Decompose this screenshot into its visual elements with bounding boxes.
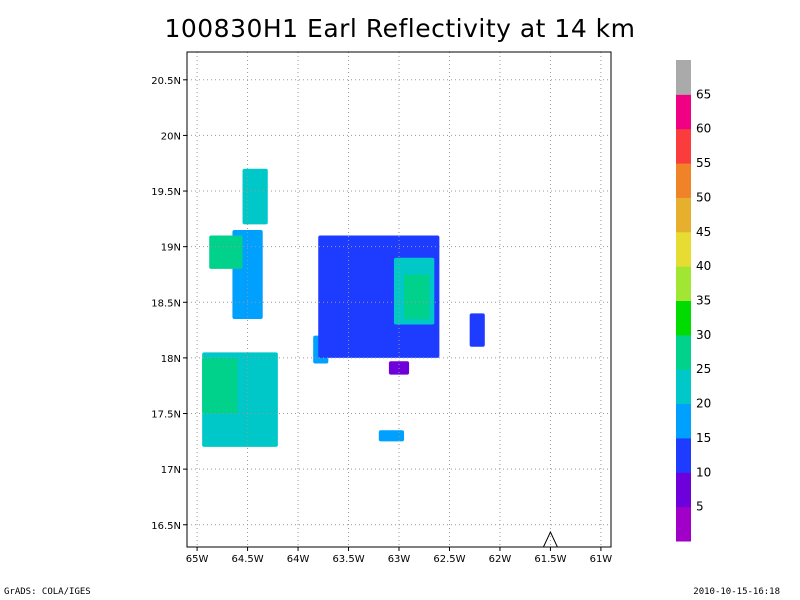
reflectivity-region-east-small — [469, 313, 485, 347]
colorbar-label: 5 — [696, 500, 704, 514]
colorbar-swatch — [676, 94, 691, 130]
colorbar-swatch — [676, 506, 691, 542]
footer-credit: GrADS: COLA/IGES — [4, 587, 91, 597]
colorbar-swatch — [676, 231, 691, 267]
colorbar-label: 60 — [696, 122, 711, 136]
reflectivity-region-east-inner — [404, 274, 430, 319]
colorbar-label: 15 — [696, 431, 711, 445]
colorbar-swatch — [676, 300, 691, 336]
footer-timestamp: 2010-10-15-16:18 — [693, 587, 780, 597]
reflectivity-field — [202, 168, 485, 447]
colorbar: 5 10 15 20 25 30 35 40 45 50 55 60 65 — [676, 60, 711, 542]
grid-lines — [187, 52, 611, 547]
storm-marker-triangle-icon — [542, 530, 559, 548]
colorbar-label: 25 — [696, 362, 711, 376]
x-tick-label: 64W — [287, 554, 310, 565]
colorbar-label: 55 — [696, 156, 711, 170]
colorbar-label: 35 — [696, 294, 711, 308]
colorbar-label: 65 — [696, 87, 711, 101]
colorbar-swatch — [676, 60, 691, 95]
colorbar-label: 10 — [696, 465, 711, 479]
y-tick-label: 19.5N — [151, 187, 181, 198]
x-tick-label: 64.5W — [231, 554, 263, 565]
x-axis-ticks: 65W 64.5W 64W 63.5W 63W 62.5W 62W 61.5W 61W — [186, 547, 613, 565]
x-tick-label: 61W — [590, 554, 613, 565]
reflectivity-region-east-purple — [388, 361, 410, 375]
y-tick-label: 16.5N — [151, 521, 181, 532]
colorbar-swatch — [676, 266, 691, 301]
colorbar-swatch — [676, 472, 691, 508]
colorbar-swatch — [676, 163, 691, 198]
x-tick-label: 63.5W — [332, 554, 364, 565]
colorbar-label: 45 — [696, 225, 711, 239]
y-tick-label: 18N — [161, 354, 181, 365]
x-tick-label: 65W — [186, 554, 209, 565]
colorbar-label: 30 — [696, 328, 711, 342]
y-tick-label: 19N — [161, 243, 181, 254]
y-tick-label: 20.5N — [151, 76, 181, 87]
y-tick-label: 17N — [161, 465, 181, 476]
reflectivity-region-west-north-top — [242, 168, 268, 225]
colorbar-label: 50 — [696, 190, 711, 204]
x-tick-label: 62W — [489, 554, 512, 565]
reflectivity-region-west-north-core — [209, 235, 243, 269]
x-tick-label: 61.5W — [534, 554, 566, 565]
reflectivity-region-west-south-core — [202, 357, 238, 414]
colorbar-swatch — [676, 197, 691, 233]
colorbar-label: 40 — [696, 259, 711, 273]
colorbar-swatch — [676, 437, 691, 473]
colorbar-swatch — [676, 369, 691, 405]
colorbar-swatch — [676, 403, 691, 439]
reflectivity-region-south-box — [378, 430, 405, 442]
colorbar-label: 20 — [696, 397, 711, 411]
colorbar-swatch — [676, 128, 691, 164]
y-axis-ticks: 16.5N 17N 17.5N 18N 18.5N 19N 19.5N 20N 20.5N — [151, 76, 187, 532]
y-tick-label: 20N — [161, 131, 181, 142]
x-tick-label: 62.5W — [433, 554, 465, 565]
chart-title: 100830H1 Earl Reflectivity at 14 km — [164, 14, 636, 43]
colorbar-swatch — [676, 334, 691, 370]
x-tick-label: 63W — [388, 554, 411, 565]
y-tick-label: 17.5N — [151, 410, 181, 421]
y-tick-label: 18.5N — [151, 298, 181, 309]
